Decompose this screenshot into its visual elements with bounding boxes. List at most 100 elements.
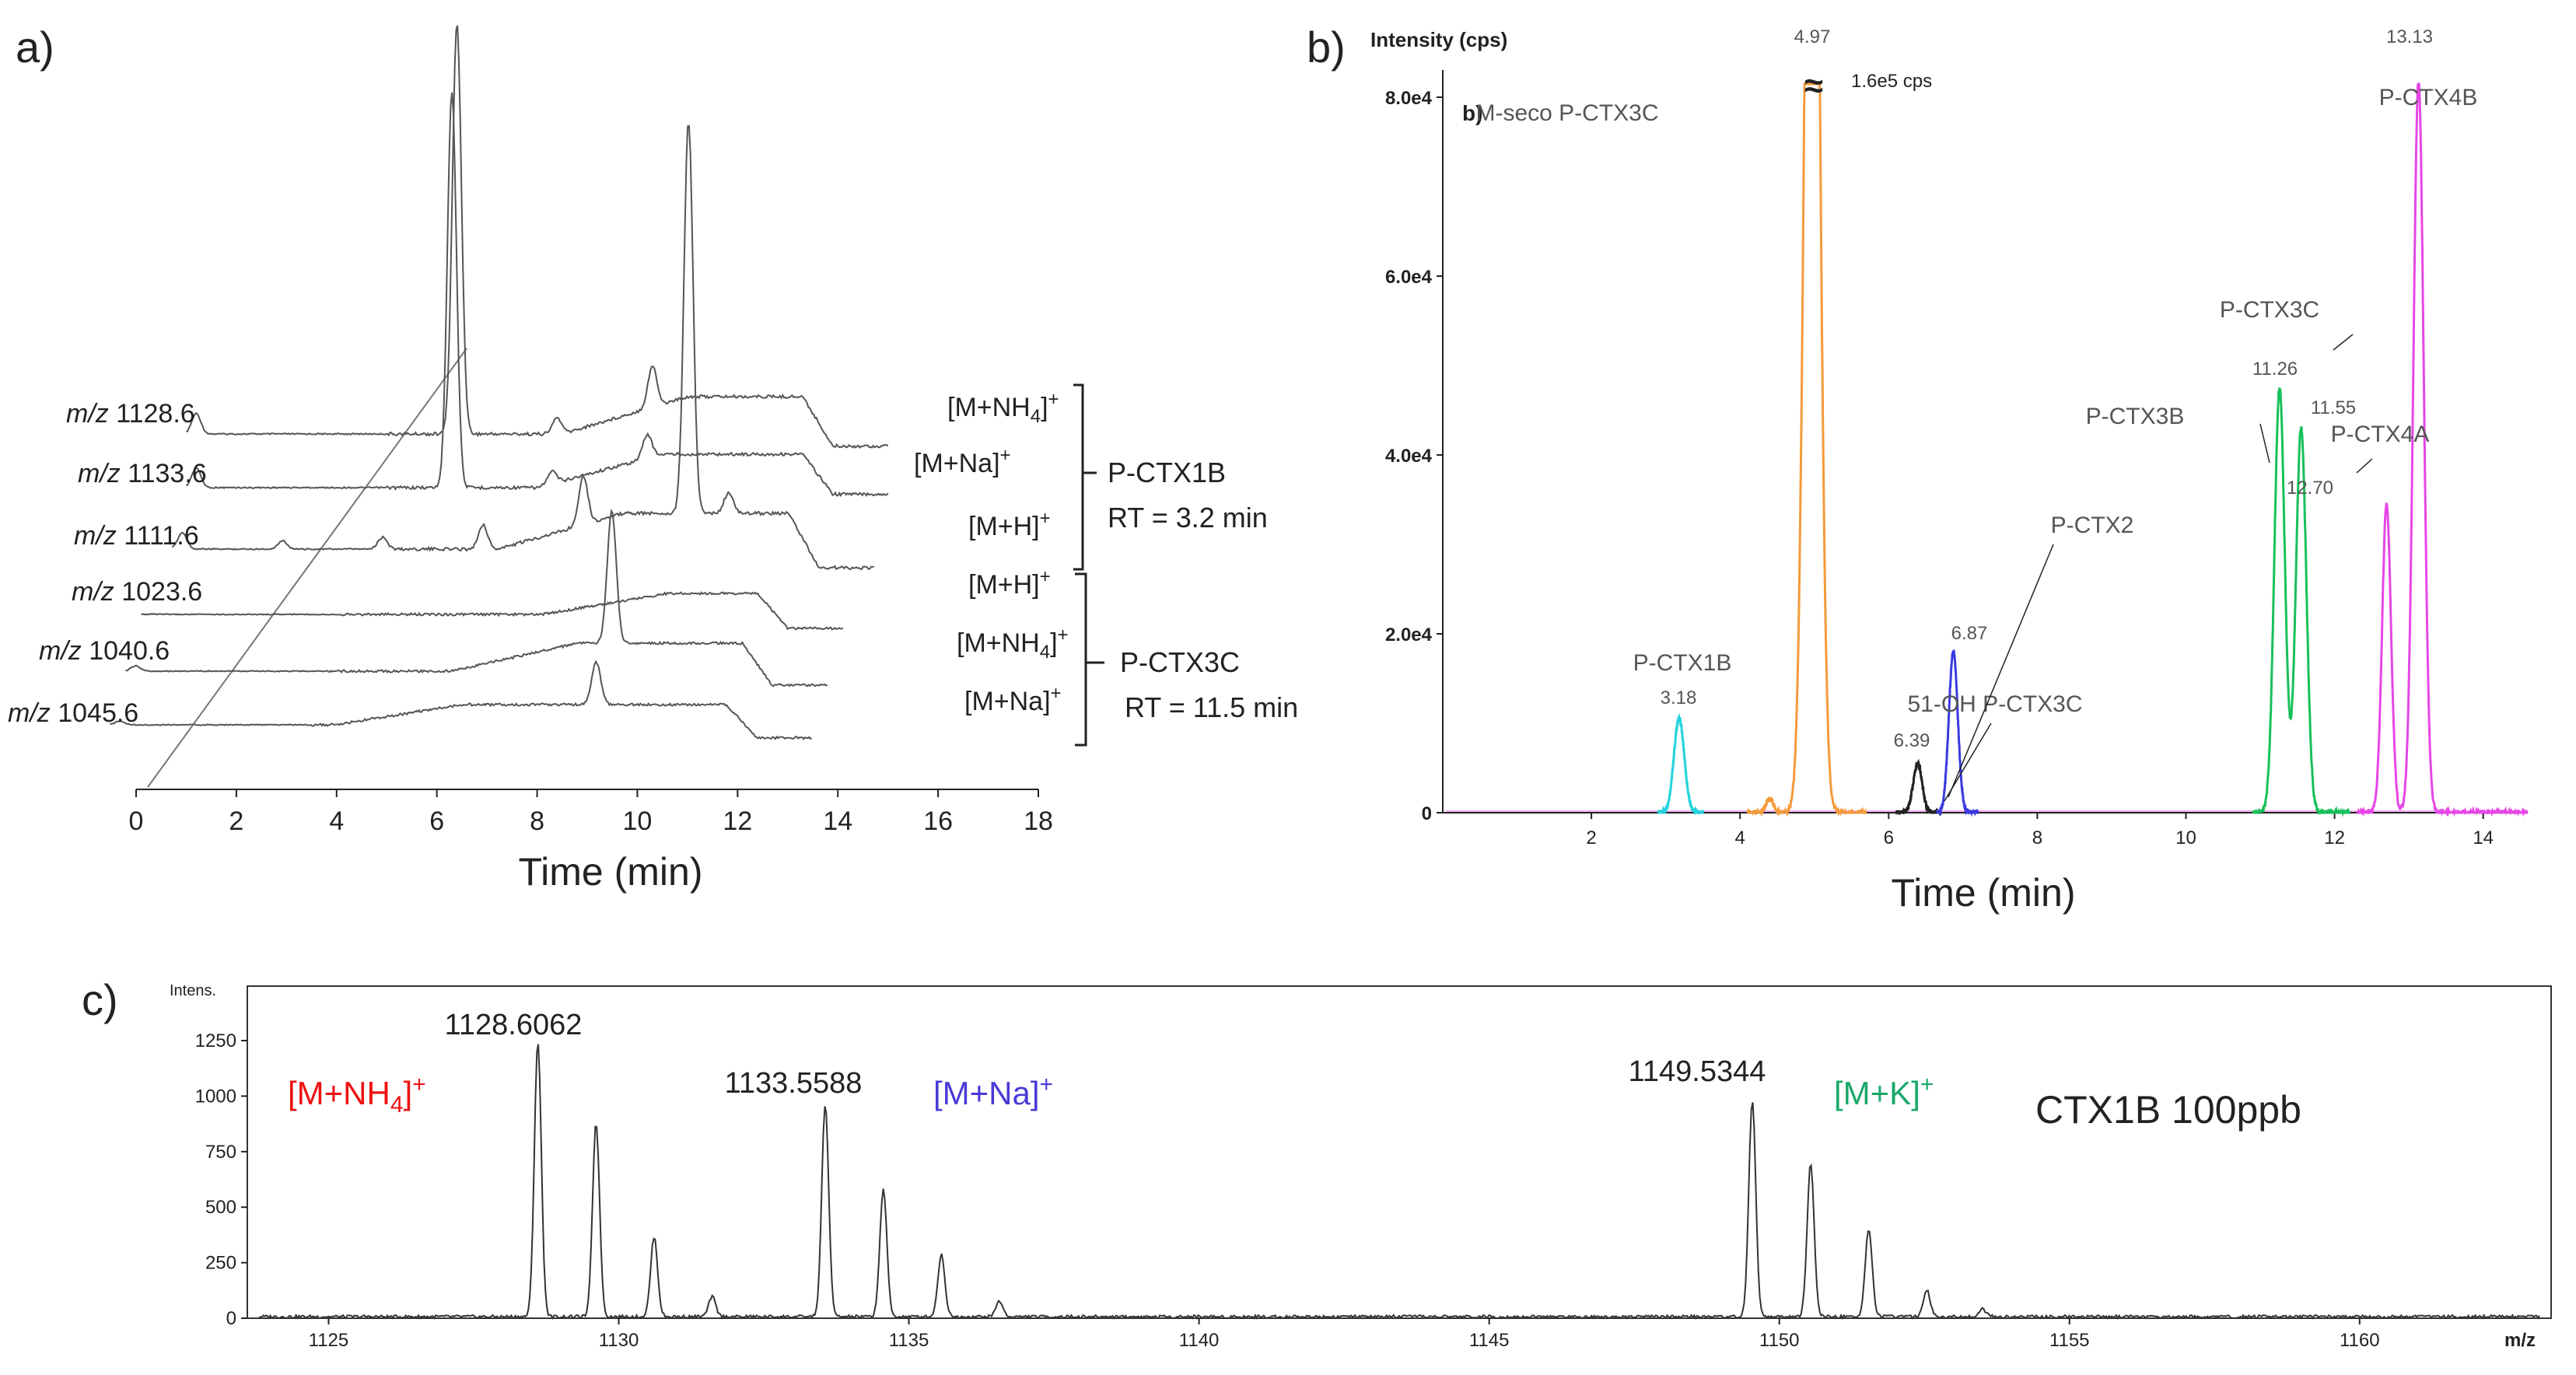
adduct-main: [M+Na] <box>914 449 1000 478</box>
adduct-annotation-sup: + <box>412 1072 426 1097</box>
adduct-annotation-main: [M+NH <box>288 1075 390 1111</box>
x-axis-title-b: Time (min) <box>1891 871 2075 915</box>
y-tick-label-c: 250 <box>205 1253 236 1274</box>
x-axis-title-a: Time (min) <box>518 850 702 894</box>
series-name-label: P-CTX4B <box>2379 85 2478 110</box>
y-axis-title-c: Intens. <box>170 982 216 999</box>
series-name-label: P-CTX1B <box>1633 650 1732 676</box>
x-tick-label-a: 6 <box>429 806 444 836</box>
mz-value: 1045.6 <box>51 698 138 728</box>
panel-c: c) Intens. 0 250 500 750 1000 1250 1125 1130 1135 1… <box>82 975 2552 1351</box>
adduct-label: [M+Na]+ <box>964 683 1062 716</box>
plot-frame-c <box>247 985 2552 1319</box>
x-tick-label-c: 1135 <box>889 1330 929 1351</box>
x-tick-label-a: 8 <box>530 806 544 836</box>
y-tick-label-b: 4.0e4 <box>1385 446 1433 467</box>
trace-magenta <box>2357 82 2529 817</box>
rt-label: 11.26 <box>2252 359 2298 380</box>
trace-5 <box>110 660 813 740</box>
x-tick-label-a: 4 <box>329 806 344 836</box>
rt-label: 4.97 <box>1794 26 1831 47</box>
adduct-annotation-sub: 4 <box>390 1092 404 1118</box>
y-tick-label-c: 500 <box>205 1197 236 1218</box>
series-name-label: P-CTX2 <box>2051 513 2134 538</box>
rt-label: 13.13 <box>2386 26 2433 47</box>
x-tick-label-c: 1125 <box>309 1330 349 1351</box>
series-name-label: P-CTX4A <box>2331 422 2430 447</box>
adduct-main: [M+Na] <box>964 687 1051 716</box>
mz-italic: m/z <box>78 459 121 488</box>
adduct-close: ] <box>1041 393 1048 422</box>
x-tick-label-b: 12 <box>2324 827 2345 848</box>
chart-title-c: CTX1B 100ppb <box>2035 1088 2301 1132</box>
x-tick-label-c: 1155 <box>2049 1330 2090 1351</box>
x-tick-label-a: 16 <box>923 806 953 836</box>
mz-label: m/z 1128.6 <box>66 399 195 429</box>
mz-italic: m/z <box>39 636 82 666</box>
x-tick-label-a: 2 <box>229 806 243 836</box>
x-tick-label-c: 1150 <box>1759 1330 1800 1351</box>
adduct-annotation-main: [M+K] <box>1834 1075 1920 1111</box>
mz-label: m/z 1023.6 <box>72 577 202 607</box>
trace-blue <box>1936 649 1979 817</box>
trace-4 <box>125 508 828 688</box>
trace-0 <box>186 25 889 449</box>
x-tick-label-b: 4 <box>1735 827 1745 848</box>
panel-b: b) Intensity (cps) b) 2 4 6 8 10 12 14 0 2.0e4 4.0e4… <box>1307 23 2529 915</box>
peak-mz-label: 1149.5344 <box>1629 1055 1766 1088</box>
adduct-label: [M+NH4]+ <box>947 389 1059 427</box>
x-tick-label-a: 14 <box>823 806 852 836</box>
bracket-2 <box>1075 572 1104 747</box>
x-tick-label-c: 1145 <box>1469 1330 1510 1351</box>
mz-value: 1111.6 <box>117 521 199 551</box>
adduct-sup: + <box>1048 389 1059 410</box>
y-tick-label-c: 1250 <box>195 1030 236 1051</box>
adduct-label: [M+H]+ <box>968 508 1051 541</box>
adduct-annotation: [M+NH4]+ <box>288 1072 426 1118</box>
adduct-sup: + <box>1040 508 1051 529</box>
adduct-sup: + <box>1000 445 1011 466</box>
adduct-label: [M+NH4]+ <box>957 625 1069 663</box>
adduct-annotation: [M+Na]+ <box>933 1072 1053 1111</box>
mz-italic: m/z <box>74 521 117 551</box>
x-tick-label-b: 10 <box>2175 827 2196 848</box>
adduct-main: [M+NH <box>957 628 1040 658</box>
panel-label-b: b) <box>1307 23 1346 72</box>
adduct-sup: + <box>1058 625 1069 646</box>
adduct-sub: 4 <box>1040 642 1050 663</box>
x-tick-label-b: 8 <box>2032 827 2042 848</box>
group1-name: P-CTX1B <box>1108 457 1226 488</box>
group2-name: P-CTX3C <box>1120 646 1240 678</box>
leader-line <box>2259 423 2270 464</box>
mz-italic: m/z <box>66 399 109 429</box>
peak-mz-label: 1133.5588 <box>725 1067 863 1100</box>
x-tick-label-b: 6 <box>1884 827 1894 848</box>
rt-label: 3.18 <box>1661 688 1697 708</box>
trace-3 <box>141 591 844 631</box>
mz-label: m/z 1111.6 <box>74 521 199 551</box>
trace-1 <box>185 92 889 498</box>
adduct-sub: 4 <box>1031 406 1041 427</box>
y-tick-label-b: 2.0e4 <box>1385 625 1433 646</box>
mz-italic: m/z <box>8 698 51 728</box>
y-tick-label-c: 1000 <box>195 1086 236 1107</box>
x-tick-label-c: 1160 <box>2340 1330 2380 1351</box>
panel-label-a: a) <box>16 23 54 72</box>
y-tick-label-c: 0 <box>226 1308 236 1329</box>
rt-label: 12.70 <box>2287 478 2333 499</box>
y-tick-label-b: 0 <box>1422 803 1432 824</box>
mz-label: m/z 1133.6 <box>78 459 207 488</box>
bracket-1 <box>1073 383 1097 571</box>
inset-label-b: b) <box>1462 101 1482 125</box>
adduct-annotation-sup: + <box>1040 1072 1054 1097</box>
break-symbol: ≈ <box>1804 67 1823 105</box>
x-tick-label-a: 0 <box>129 806 144 836</box>
break-label: 1.6e5 cps <box>1851 71 1932 92</box>
adduct-sup: + <box>1051 683 1062 704</box>
adduct-annotation-sup: + <box>1920 1072 1934 1097</box>
leader-line <box>2356 458 2373 474</box>
perspective-axis <box>147 348 467 788</box>
trace-black <box>1895 758 1942 817</box>
series-name-label: M-seco P-CTX3C <box>1475 100 1658 126</box>
